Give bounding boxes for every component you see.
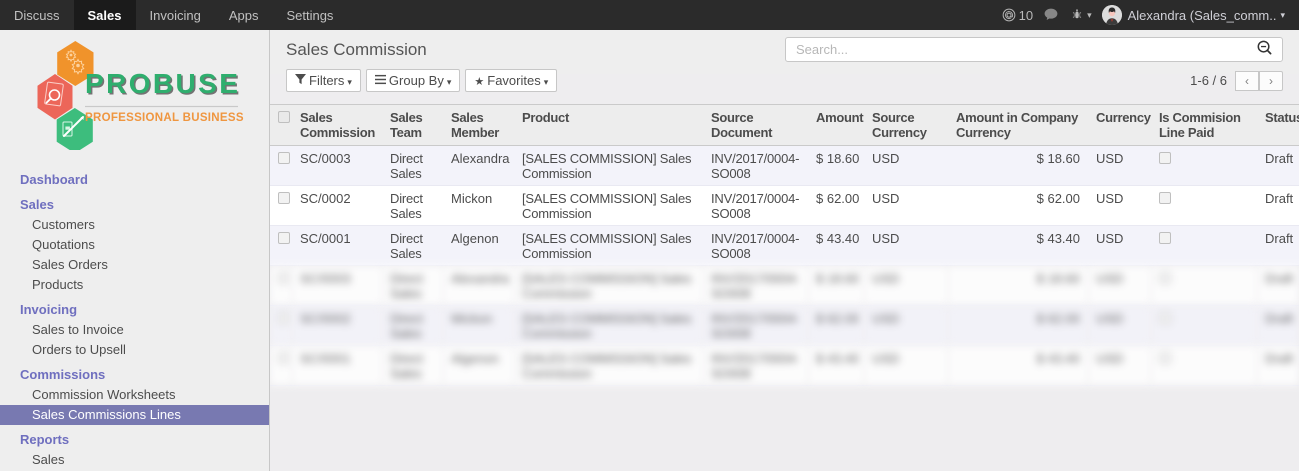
- svg-text:PROBUSE: PROBUSE: [85, 68, 240, 99]
- svg-text:PROFESSIONAL BUSINESS: PROFESSIONAL BUSINESS: [85, 112, 244, 124]
